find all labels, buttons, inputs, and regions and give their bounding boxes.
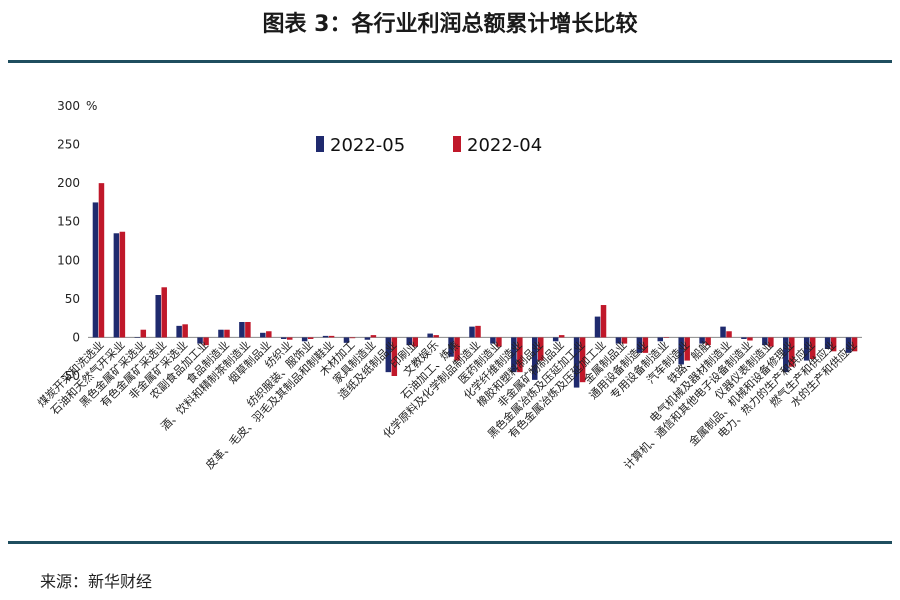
bar-series1 — [113, 233, 120, 338]
bar-series2 — [496, 337, 502, 347]
bar-series1 — [197, 337, 203, 344]
y-tick-label: 150 — [57, 215, 80, 229]
bar-series2 — [140, 329, 147, 338]
bar-series2 — [538, 337, 544, 361]
bar-series1 — [783, 337, 789, 373]
bar-series2 — [621, 337, 628, 344]
bar-chart: 300250200150100500-50%煤炭开采和洗选业石油和天然气开采业黑… — [35, 99, 862, 472]
bar-series2 — [579, 337, 586, 383]
bar-series1 — [92, 202, 99, 338]
bar-series2 — [558, 335, 565, 338]
bar-series1 — [301, 337, 308, 342]
bar-series1 — [490, 337, 496, 344]
bar-series1 — [720, 326, 726, 338]
bar-series2 — [203, 337, 209, 346]
bar-series2 — [119, 231, 126, 338]
y-tick-label: 300 — [57, 99, 80, 113]
bar-series2 — [370, 335, 377, 338]
bar-series2 — [412, 337, 418, 347]
bar-series1 — [741, 337, 747, 339]
bar-series2 — [454, 337, 460, 361]
bar-series1 — [364, 337, 371, 340]
bar-series1 — [699, 337, 705, 344]
source-note: 来源：新华财经 — [40, 572, 153, 591]
bar-series1 — [615, 337, 622, 344]
legend-swatch — [316, 136, 324, 152]
bar-series2 — [98, 183, 105, 338]
bar-series1 — [343, 337, 350, 343]
bar-series1 — [239, 322, 245, 338]
bar-series1 — [532, 337, 538, 380]
bar-series2 — [789, 337, 795, 367]
bar-series2 — [433, 335, 439, 338]
top-rule — [8, 60, 892, 63]
bar-series1 — [406, 337, 412, 346]
bar-series2 — [600, 305, 607, 338]
bar-series1 — [155, 295, 161, 338]
bar-series1 — [469, 326, 475, 338]
bar-series1 — [134, 337, 141, 338]
bar-series2 — [747, 337, 753, 341]
y-tick-label: -50 — [60, 369, 80, 383]
legend-swatch — [453, 136, 461, 152]
bar-series1 — [657, 337, 664, 342]
y-tick-label: 0 — [72, 330, 80, 344]
bar-series1 — [511, 337, 517, 373]
bar-series2 — [307, 337, 314, 339]
bar-series2 — [286, 337, 293, 340]
bar-series1 — [427, 333, 433, 338]
bar-series1 — [218, 329, 224, 338]
y-tick-label: 200 — [57, 176, 80, 190]
bar-series2 — [684, 337, 690, 361]
bar-series1 — [176, 325, 182, 338]
legend-label: 2022-04 — [467, 135, 542, 156]
bar-series1 — [280, 337, 287, 339]
bar-series2 — [851, 337, 858, 352]
bar-series2 — [663, 337, 670, 338]
bar-series2 — [642, 337, 649, 353]
bottom-rule — [8, 541, 892, 544]
y-tick-label: 250 — [57, 138, 80, 152]
bar-series2 — [328, 335, 335, 338]
bar-series1 — [322, 335, 329, 338]
bar-series2 — [245, 322, 251, 338]
bar-series2 — [161, 287, 167, 338]
bar-series1 — [385, 337, 392, 373]
bar-series1 — [803, 337, 810, 361]
bar-series1 — [552, 337, 559, 342]
bar-series2 — [705, 337, 711, 346]
bar-series1 — [573, 337, 580, 388]
bar-series2 — [830, 337, 837, 352]
bar-series1 — [845, 337, 852, 353]
bar-series2 — [726, 331, 732, 338]
bar-series1 — [762, 337, 768, 346]
bar-series1 — [678, 337, 684, 365]
y-tick-label: 100 — [57, 253, 80, 267]
bar-series1 — [824, 337, 831, 349]
bar-series1 — [636, 337, 643, 353]
bar-series1 — [594, 316, 601, 338]
bar-series2 — [768, 337, 774, 347]
bar-series2 — [224, 329, 230, 338]
bar-series2 — [475, 325, 481, 338]
bar-series2 — [349, 337, 356, 339]
bar-series2 — [517, 337, 523, 373]
bar-series2 — [266, 331, 272, 338]
bar-series2 — [391, 337, 398, 376]
y-tick-label: 50 — [65, 292, 80, 306]
bar-series1 — [448, 337, 454, 357]
chart-title: 图表 3：各行业利润总额累计增长比较 — [262, 12, 638, 37]
bar-series2 — [182, 324, 188, 338]
bar-series2 — [809, 337, 816, 360]
legend-label: 2022-05 — [330, 135, 405, 156]
y-unit-label: % — [86, 99, 97, 113]
bar-series1 — [260, 332, 266, 338]
